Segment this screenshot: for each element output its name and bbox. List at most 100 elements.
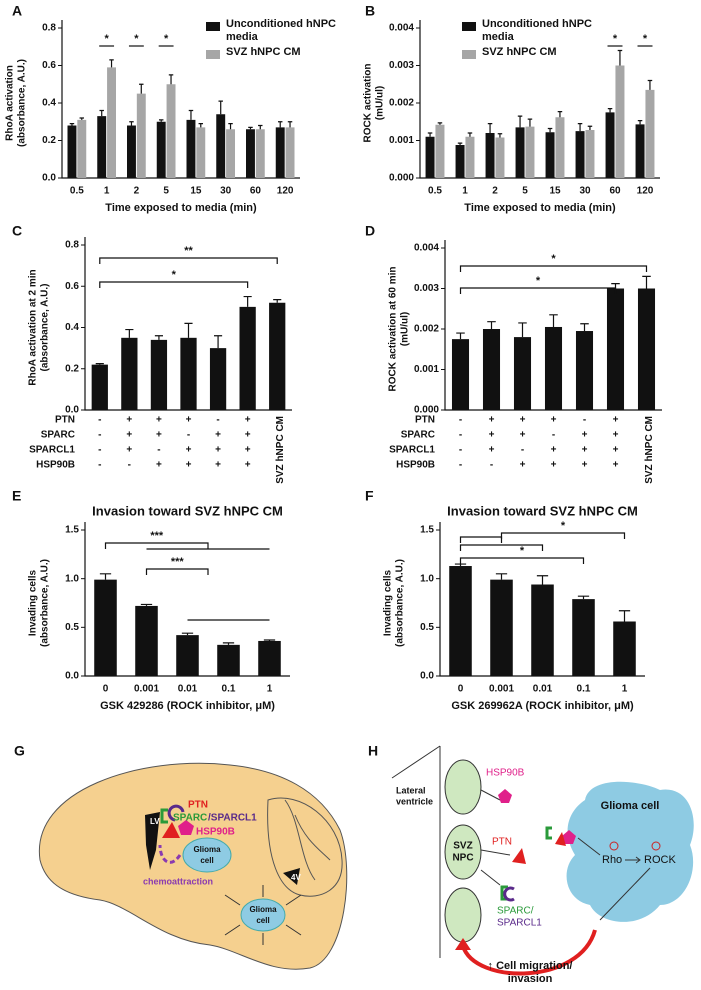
error-bar [607,108,613,113]
error-bar [248,126,253,130]
lateral-ventricle-shape [145,812,160,870]
error-bar [487,123,493,133]
y-axis-label: (mU/ul) [400,312,411,346]
y-tick-label: 0.003 [389,60,414,71]
bar [515,127,525,178]
error-bar [95,362,104,365]
condition-sign: - [521,445,524,456]
error-bar [139,83,144,94]
x-tick-label: 2 [134,186,140,197]
x-tick-label: 1 [267,684,273,695]
error-bar [577,123,583,132]
condition-sign: - [459,415,462,426]
x-tick-label: 15 [549,186,561,197]
error-bar [427,132,433,137]
x-tick-label: 2 [492,186,498,197]
y-axis-label: (absorbance, A.U.) [17,59,28,147]
outcome-label: invasion [508,973,553,985]
bar [209,348,227,410]
condition-sign: + [186,445,192,456]
condition-sign: + [582,445,588,456]
y-tick-label: 0.0 [420,671,434,682]
error-bar [99,109,104,117]
condition-sign: + [215,460,221,471]
error-bar [618,610,631,622]
x-tick-label: SVZ hNPC CM [275,416,286,484]
x-tick-label: SVZ hNPC CM [644,416,655,484]
x-tick-label: 1 [104,186,110,197]
migration-arc [461,929,597,976]
condition-sign: - [98,445,101,456]
condition-sign: - [98,460,101,471]
error-bar [125,328,134,338]
glioma-label: Glioma cell [601,800,660,812]
y-tick-label: 0.8 [42,23,56,34]
y-axis-label: (absorbance, A.U.) [40,559,51,647]
bar [94,579,117,676]
bar [544,326,563,410]
signal-arrow [577,837,601,856]
error-bar [454,563,467,567]
x-axis-label: Time exposed to media (min) [464,202,616,214]
legend-swatch [206,22,220,31]
error-bar [214,335,223,349]
4v-label: 4V [291,873,301,882]
condition-sign: + [156,415,162,426]
x-tick-label: 60 [609,186,621,197]
error-bar [277,121,283,128]
y-tick-label: 0.001 [389,135,414,146]
significance-label: *** [171,556,185,568]
bar [435,124,445,178]
bar [495,137,505,178]
bar [136,93,146,178]
x-tick-label: 0.1 [577,684,591,695]
condition-sign: + [126,430,132,441]
x-tick-label: 1 [462,186,468,197]
error-bar [547,127,553,133]
condition-sign: - [187,430,190,441]
bar [285,127,295,178]
bar [485,133,495,178]
error-bar [69,123,75,126]
secretion-arrows [480,789,511,886]
y-tick-label: 0.000 [389,173,414,184]
x-axis-label: Time exposed to media (min) [105,202,257,214]
fourth-ventricle-shape [283,868,300,885]
bar [217,644,240,676]
y-tick-label: 0.004 [414,243,439,254]
error-bar [642,275,651,289]
ventricle-label: ventricle [396,796,433,806]
bar [196,127,206,178]
y-axis-label: (absorbance, A.U.) [40,284,51,372]
error-bar [456,332,465,340]
npc-cell [444,824,482,880]
significance-label: * [613,33,618,45]
legend-label: SVZ hNPC CM [482,46,557,58]
condition-sign: - [459,445,462,456]
bar [77,119,87,178]
glioma-label: cell [256,916,269,925]
error-bar [218,100,223,115]
condition-sign: + [551,445,557,456]
condition-sign: - [459,460,462,471]
y-axis-label: Invading cells [28,569,39,636]
condition-sign: - [552,430,555,441]
bar [97,116,107,178]
condition-name: SPARCL1 [389,445,435,456]
legend-label: Unconditioned hNPC media [482,18,592,43]
legend-entry: SVZ hNPC CM [482,46,557,58]
error-bar [168,74,174,85]
y-tick-label: 0.8 [65,240,79,251]
plus-icon [609,841,619,851]
significance-label: * [643,33,648,45]
glioma-cell [182,837,232,873]
x-tick-label: 120 [637,186,654,197]
condition-sign: + [156,430,162,441]
error-bar [557,111,563,118]
condition-sign: + [551,460,557,471]
sparcl1-label: /SPARCL1 [208,813,257,824]
condition-name: PTN [415,415,435,426]
error-bar [467,132,473,137]
condition-sign: + [613,445,619,456]
